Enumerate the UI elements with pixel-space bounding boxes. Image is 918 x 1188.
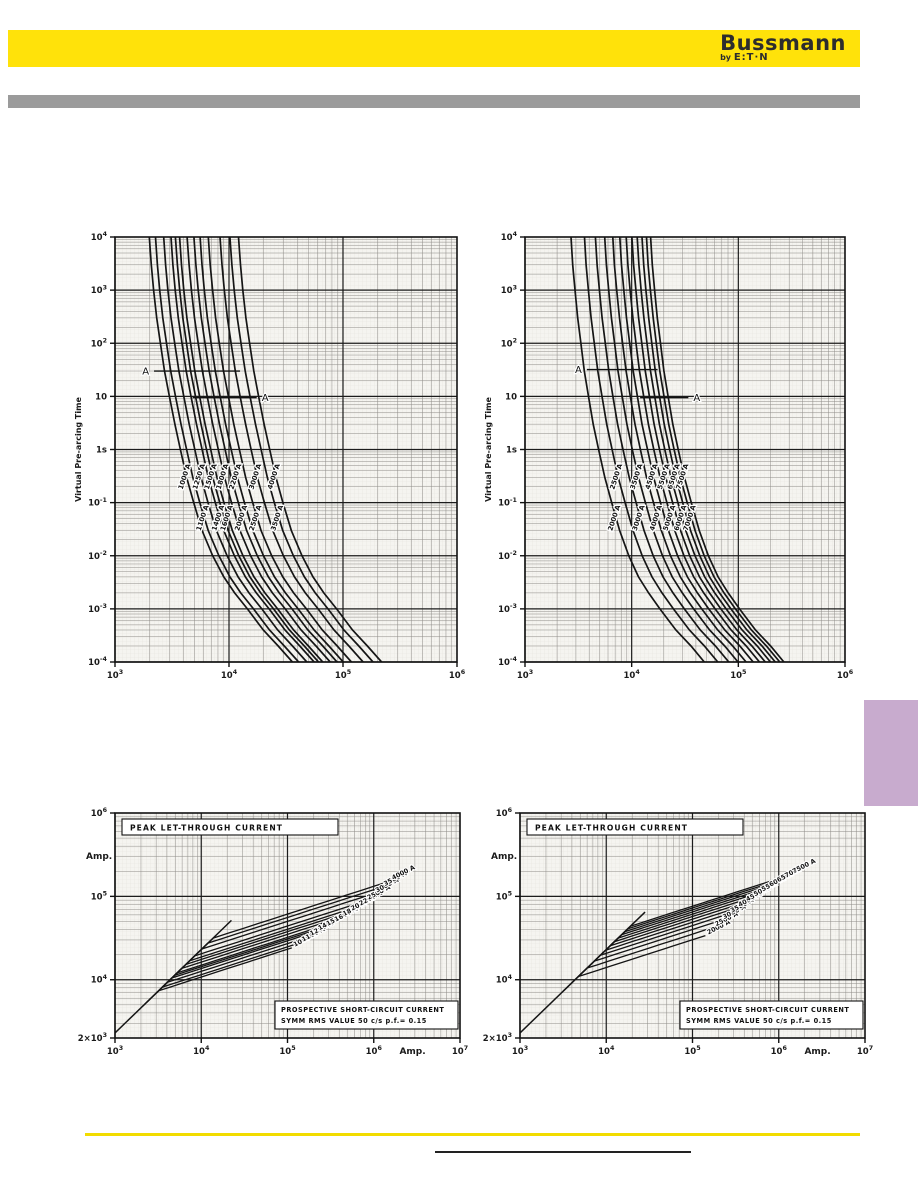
svg-text:103: 103 xyxy=(107,1044,123,1057)
svg-text:PEAK LET-THROUGH CURRENT: PEAK LET-THROUGH CURRENT xyxy=(535,824,688,833)
svg-text:102: 102 xyxy=(501,336,517,349)
svg-text:PEAK LET-THROUGH CURRENT: PEAK LET-THROUGH CURRENT xyxy=(130,824,283,833)
bussmann-logo: Bussmann by E:T·N xyxy=(720,31,846,63)
svg-text:105: 105 xyxy=(730,668,746,681)
svg-text:105: 105 xyxy=(279,1044,295,1057)
svg-text:10-3: 10-3 xyxy=(498,602,517,615)
svg-text:1s: 1s xyxy=(506,446,517,456)
svg-text:104: 104 xyxy=(221,668,238,681)
chart-peak-letthrough-right: 103 104 105 106 107 106 105 104 2×103 2000 A 2500 … xyxy=(475,803,890,1073)
svg-text:10: 10 xyxy=(95,392,107,402)
chart-time-current-right: 103 104 105 106 104 103 102 10 1s 10-1 10-2 10-3 10-… xyxy=(480,225,880,707)
svg-text:SYMM RMS VALUE 50 c/s p: SYMM RMS VALUE 50 c/s p.f.= 0.15 xyxy=(281,1017,427,1025)
svg-text:105: 105 xyxy=(496,890,512,903)
footer-rule xyxy=(85,1133,860,1136)
svg-text:106: 106 xyxy=(837,668,854,681)
svg-text:A: A xyxy=(142,367,149,378)
svg-text:106: 106 xyxy=(449,668,466,681)
chart-time-current-left: 103 104 105 106 104 103 102 10 1s 10-1 10-2 10-3 10-… xyxy=(70,225,470,707)
header-brand-band: Bussmann by E:T·N xyxy=(8,30,860,67)
section-divider-bar xyxy=(8,95,860,108)
byline-by: by xyxy=(720,53,732,62)
svg-text:Amp.: Amp. xyxy=(86,852,112,862)
footer-underline xyxy=(435,1151,691,1153)
svg-text:10-3: 10-3 xyxy=(88,602,107,615)
svg-text:106: 106 xyxy=(366,1044,383,1057)
svg-text:10-2: 10-2 xyxy=(88,549,107,562)
svg-text:2×103: 2×103 xyxy=(483,1031,512,1044)
svg-text:106: 106 xyxy=(771,1044,788,1057)
svg-text:A: A xyxy=(693,393,700,404)
eaton-logo-text: E:T·N xyxy=(733,52,769,63)
svg-text:Virtual Pre-arcing Time: Virtual Pre-arcing Time xyxy=(484,397,493,502)
svg-text:PROSPECTIVE SHORT-CIRCUIT CU: PROSPECTIVE SHORT-CIRCUIT CURRENT xyxy=(281,1006,444,1014)
svg-text:10-4: 10-4 xyxy=(88,655,107,668)
svg-text:103: 103 xyxy=(501,283,517,296)
svg-text:103: 103 xyxy=(512,1044,528,1057)
svg-text:10-1: 10-1 xyxy=(88,496,107,509)
svg-text:107: 107 xyxy=(452,1044,468,1057)
svg-text:105: 105 xyxy=(91,890,107,903)
svg-text:104: 104 xyxy=(193,1044,210,1057)
svg-text:A: A xyxy=(575,365,582,376)
svg-text:104: 104 xyxy=(91,230,108,243)
page-edge-tab xyxy=(864,700,918,806)
svg-text:103: 103 xyxy=(107,668,123,681)
svg-text:Amp.: Amp. xyxy=(399,1047,425,1057)
brand-text: Bussmann xyxy=(720,31,846,55)
svg-text:104: 104 xyxy=(598,1044,615,1057)
svg-text:106: 106 xyxy=(91,806,108,819)
svg-text:PROSPECTIVE SHORT-CIRCUIT CU: PROSPECTIVE SHORT-CIRCUIT CURRENT xyxy=(686,1006,849,1014)
svg-text:1s: 1s xyxy=(96,446,107,456)
svg-text:103: 103 xyxy=(517,668,533,681)
svg-text:10: 10 xyxy=(505,392,517,402)
svg-text:106: 106 xyxy=(496,806,513,819)
svg-text:2×103: 2×103 xyxy=(78,1031,107,1044)
chart-peak-letthrough-left: 103 104 105 106 107 106 105 104 2×103 1000 A 1100 … xyxy=(70,803,485,1073)
svg-text:Virtual Pre-arcing Time: Virtual Pre-arcing Time xyxy=(74,397,83,502)
svg-text:104: 104 xyxy=(496,973,513,986)
svg-text:SYMM RMS VALUE 50 c/s p: SYMM RMS VALUE 50 c/s p.f.= 0.15 xyxy=(686,1017,832,1025)
svg-text:Amp.: Amp. xyxy=(804,1047,830,1057)
svg-text:104: 104 xyxy=(624,668,641,681)
svg-text:10-1: 10-1 xyxy=(498,496,517,509)
svg-text:104: 104 xyxy=(91,973,108,986)
svg-text:105: 105 xyxy=(684,1044,700,1057)
svg-text:10-4: 10-4 xyxy=(498,655,517,668)
svg-text:10-2: 10-2 xyxy=(498,549,517,562)
svg-text:102: 102 xyxy=(91,336,107,349)
svg-text:105: 105 xyxy=(335,668,351,681)
svg-text:103: 103 xyxy=(91,283,107,296)
brand-byline: by E:T·N xyxy=(720,52,846,63)
svg-text:107: 107 xyxy=(857,1044,873,1057)
svg-text:104: 104 xyxy=(501,230,518,243)
svg-text:Amp.: Amp. xyxy=(491,852,517,862)
svg-text:A: A xyxy=(262,393,269,404)
